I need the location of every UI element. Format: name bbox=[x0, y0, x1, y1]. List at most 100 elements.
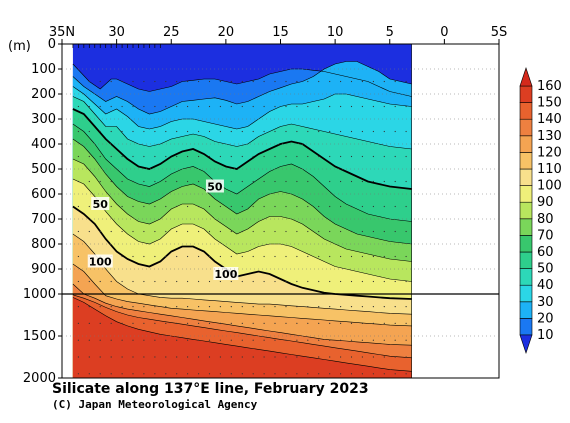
sample-point bbox=[230, 306, 232, 308]
sample-point bbox=[340, 339, 342, 341]
sample-point bbox=[121, 180, 123, 183]
sample-point bbox=[307, 130, 309, 133]
sample-point bbox=[110, 322, 112, 324]
sample-point bbox=[132, 130, 134, 133]
sample-point bbox=[263, 255, 265, 258]
sample-point bbox=[99, 180, 101, 183]
sample-point bbox=[318, 356, 320, 358]
sample-point bbox=[241, 80, 243, 83]
sample-point bbox=[361, 155, 363, 158]
colorbar-swatch bbox=[519, 152, 533, 170]
sample-point bbox=[296, 155, 298, 158]
sample-point bbox=[132, 356, 134, 358]
sample-point bbox=[361, 373, 363, 375]
sample-point bbox=[340, 306, 342, 308]
sample-point bbox=[394, 373, 396, 375]
sample-point bbox=[219, 155, 221, 158]
sample-point bbox=[110, 130, 112, 133]
contour-label: 100 bbox=[214, 268, 237, 281]
sample-point bbox=[187, 130, 189, 133]
sample-point bbox=[132, 306, 134, 308]
sample-point bbox=[132, 230, 134, 233]
sample-point bbox=[241, 155, 243, 158]
sample-point bbox=[350, 155, 353, 158]
y-tick-label: 600 bbox=[31, 187, 56, 202]
sample-point bbox=[132, 205, 134, 208]
sample-point bbox=[350, 280, 353, 283]
sample-point bbox=[350, 180, 353, 183]
sample-point bbox=[110, 306, 112, 308]
sample-point bbox=[88, 230, 90, 233]
sample-point bbox=[372, 255, 374, 258]
sample-point bbox=[176, 105, 178, 108]
sample-point bbox=[405, 105, 407, 108]
sample-point bbox=[372, 80, 374, 83]
sample-point bbox=[154, 373, 156, 375]
sample-point bbox=[296, 339, 298, 341]
sample-point bbox=[307, 255, 309, 258]
sample-point bbox=[394, 155, 396, 158]
sample-point bbox=[383, 339, 385, 341]
sample-point bbox=[143, 180, 145, 183]
sample-point bbox=[372, 230, 374, 233]
sample-point bbox=[154, 306, 156, 308]
sample-point bbox=[219, 205, 221, 208]
colorbar-label: 110 bbox=[537, 162, 562, 177]
colorbar-swatch bbox=[519, 118, 533, 137]
sample-point bbox=[154, 155, 156, 158]
sample-point bbox=[241, 280, 243, 283]
sample-point bbox=[252, 322, 254, 324]
sample-point bbox=[252, 306, 254, 308]
sample-point bbox=[329, 339, 331, 341]
y-tick-label: 100 bbox=[31, 62, 56, 77]
credit-text: (C) Japan Meteorological Agency bbox=[52, 398, 258, 411]
sample-point bbox=[285, 280, 287, 283]
sample-point bbox=[361, 180, 363, 183]
sample-point bbox=[208, 130, 211, 133]
sample-point bbox=[121, 280, 123, 283]
sample-point bbox=[383, 205, 385, 208]
sample-point bbox=[165, 356, 167, 358]
sample-point bbox=[274, 80, 276, 83]
sample-point bbox=[394, 230, 396, 233]
sample-point bbox=[143, 280, 145, 283]
sample-point bbox=[208, 280, 211, 283]
sample-point bbox=[318, 180, 320, 183]
sample-point bbox=[208, 322, 211, 324]
sample-point bbox=[285, 339, 287, 341]
x-tick-label: 10 bbox=[327, 25, 344, 40]
sample-point bbox=[372, 373, 374, 375]
sample-point bbox=[383, 155, 385, 158]
colorbar-swatch bbox=[519, 135, 533, 153]
sample-point bbox=[329, 373, 331, 375]
sample-point bbox=[296, 255, 298, 258]
sample-point bbox=[219, 230, 221, 233]
contour-line-80 bbox=[72, 158, 412, 262]
sample-point bbox=[198, 205, 200, 208]
sample-point bbox=[394, 255, 396, 258]
sample-point bbox=[77, 280, 79, 283]
sample-point bbox=[154, 130, 156, 133]
sample-point bbox=[329, 230, 331, 233]
sample-point bbox=[143, 373, 145, 375]
sample-point bbox=[132, 80, 134, 83]
sample-point bbox=[394, 356, 396, 358]
sample-point bbox=[372, 356, 374, 358]
sample-point bbox=[230, 130, 232, 133]
sample-point bbox=[143, 306, 145, 308]
sample-point bbox=[165, 105, 167, 108]
sample-point bbox=[154, 180, 156, 183]
sample-point bbox=[263, 105, 265, 108]
sample-point bbox=[296, 105, 298, 108]
sample-point bbox=[361, 306, 363, 308]
sample-point bbox=[307, 356, 309, 358]
contour-label-bg bbox=[205, 179, 224, 193]
sample-point bbox=[263, 80, 265, 83]
sample-point bbox=[383, 255, 385, 258]
sample-point bbox=[252, 130, 254, 133]
sample-point bbox=[263, 322, 265, 324]
sample-point bbox=[340, 230, 342, 233]
sample-point bbox=[350, 205, 353, 208]
contour-line-20 bbox=[72, 61, 412, 115]
